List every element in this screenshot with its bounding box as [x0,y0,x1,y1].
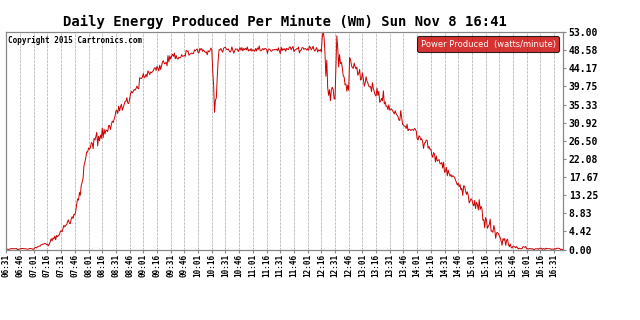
Text: Copyright 2015 Cartronics.com: Copyright 2015 Cartronics.com [8,36,141,45]
Legend: Power Produced  (watts/minute): Power Produced (watts/minute) [417,36,559,52]
Title: Daily Energy Produced Per Minute (Wm) Sun Nov 8 16:41: Daily Energy Produced Per Minute (Wm) Su… [63,15,507,29]
